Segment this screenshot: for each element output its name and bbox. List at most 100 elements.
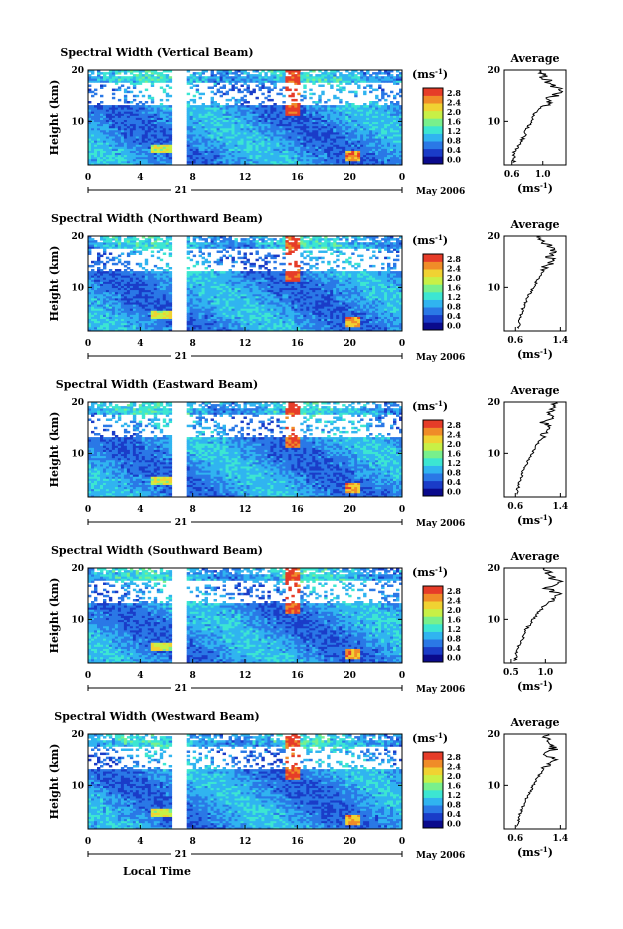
heatmap-cell — [108, 113, 113, 116]
heatmap-cell — [363, 125, 367, 129]
heatmap-cell — [366, 72, 370, 75]
heatmap-cell — [135, 156, 140, 160]
heatmap-cell — [330, 117, 334, 120]
heatmap-cell — [123, 125, 128, 129]
heatmap-cell — [144, 298, 149, 301]
heatmap-cell — [219, 125, 223, 129]
heatmap-cell — [222, 86, 226, 89]
heatmap-cell — [186, 314, 191, 317]
heatmap-cell — [249, 156, 253, 160]
heatmap-cell — [261, 142, 265, 145]
heatmap-cell — [363, 156, 367, 160]
heatmap-cell — [312, 148, 316, 151]
heatmap-cell — [261, 162, 265, 166]
heatmap-cell — [348, 144, 352, 147]
heatmap-cell — [165, 244, 170, 247]
heatmap-cell — [312, 150, 316, 153]
heatmap-cell — [297, 156, 301, 160]
heatmap-cell — [111, 277, 116, 280]
heatmap-cell — [384, 98, 388, 102]
heatmap-cell — [91, 279, 95, 282]
heatmap-cell — [396, 142, 400, 145]
heatmap-cell — [126, 150, 131, 153]
heatmap-cell — [120, 105, 125, 108]
heatmap-cell — [207, 142, 211, 145]
heatmap-cell — [150, 72, 155, 75]
heatmap-cell — [100, 94, 104, 98]
heatmap-cell — [294, 105, 298, 108]
heatmap-cell — [105, 281, 110, 284]
heatmap-cell — [285, 109, 289, 112]
heatmap-cell — [198, 132, 202, 135]
heatmap-cell — [387, 121, 391, 125]
heatmap-cell — [198, 293, 202, 297]
heatmap-cell — [168, 70, 173, 73]
heatmap-cell — [162, 287, 167, 291]
heatmap-cell — [219, 152, 223, 156]
heatmap-cell — [141, 236, 146, 239]
heatmap-cell — [192, 324, 197, 328]
heatmap-cell — [387, 156, 391, 160]
heatmap-cell — [192, 119, 197, 123]
heatmap-cell — [375, 111, 379, 114]
heatmap-cell — [198, 277, 202, 280]
heatmap-cell — [234, 162, 238, 166]
heatmap-cell — [94, 123, 98, 127]
heatmap-cell — [291, 80, 295, 83]
heatmap-cell — [103, 105, 107, 108]
heatmap-cell — [129, 302, 134, 305]
heatmap-cell — [105, 138, 110, 141]
heatmap-cell — [126, 80, 131, 83]
heatmap-cell — [324, 152, 328, 156]
heatmap-cell — [273, 156, 277, 160]
heatmap-cell — [381, 107, 385, 110]
heatmap-cell — [111, 246, 116, 249]
heatmap-cell — [357, 121, 361, 125]
heatmap-cell — [135, 322, 140, 326]
heatmap-cell — [372, 162, 376, 166]
heatmap-cell — [357, 162, 361, 166]
heatmap-cell — [147, 115, 152, 118]
heatmap-cell — [312, 82, 316, 85]
heatmap-cell — [105, 129, 110, 133]
heatmap-cell — [291, 109, 295, 112]
heatmap-cell — [108, 258, 113, 262]
heatmap-cell — [156, 148, 161, 151]
heatmap-cell — [129, 146, 134, 149]
heatmap-cell — [276, 115, 280, 118]
heatmap-cell — [399, 162, 403, 166]
heatmap-cell — [91, 105, 95, 108]
heatmap-cell — [330, 76, 334, 79]
heatmap-cell — [103, 144, 107, 147]
heatmap-cell — [153, 273, 158, 276]
heatmap-cell — [105, 140, 110, 143]
heatmap-cell — [321, 142, 325, 145]
heatmap-cell — [213, 76, 217, 79]
heatmap-cell — [165, 291, 170, 295]
heatmap-cell — [336, 78, 340, 81]
heatmap-cell — [273, 148, 277, 151]
heatmap-cell — [159, 271, 164, 274]
heatmap-cell — [126, 300, 131, 303]
heatmap-cell — [168, 109, 173, 112]
heatmap-cell — [103, 74, 107, 77]
heatmap-cell — [207, 138, 211, 141]
heatmap-cell — [225, 109, 229, 112]
heatmap-cell — [291, 162, 295, 166]
heatmap-cell — [228, 140, 232, 143]
heatmap-cell — [210, 160, 214, 164]
heatmap-cell — [138, 72, 143, 75]
colorbar-unit-close: ) — [443, 68, 448, 81]
heatmap-cell — [393, 115, 397, 118]
heatmap-cell — [111, 302, 116, 305]
heatmap-cell — [168, 123, 173, 127]
heatmap-cell — [345, 146, 349, 149]
heatmap-cell — [159, 123, 164, 127]
heatmap-cell — [258, 136, 262, 139]
heatmap-cell — [291, 121, 295, 125]
heatmap-cell — [357, 132, 361, 135]
heatmap-cell — [393, 125, 397, 129]
heatmap-cell — [348, 134, 352, 137]
heatmap-cell — [168, 310, 173, 313]
heatmap-cell — [222, 129, 226, 133]
